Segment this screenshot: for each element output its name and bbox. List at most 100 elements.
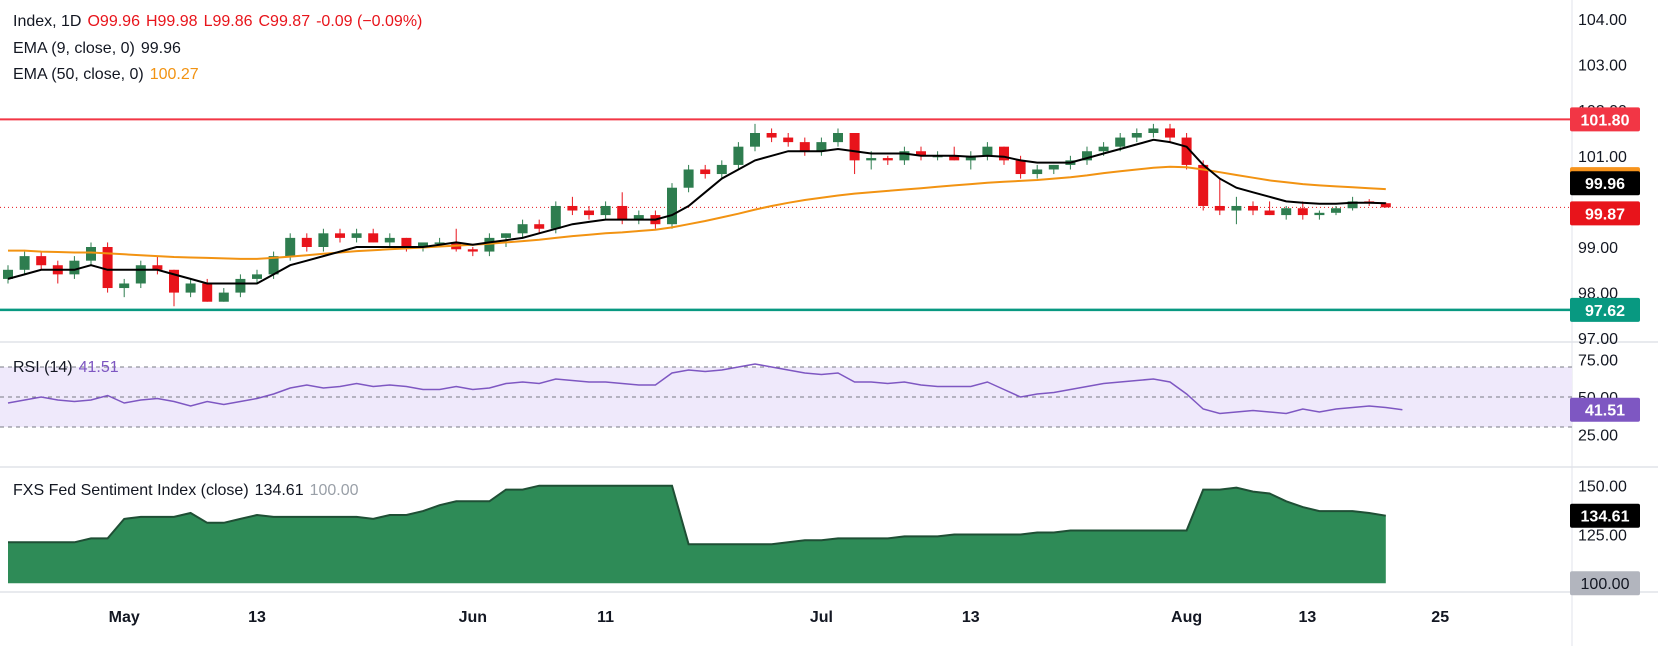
legend-rsi-label: RSI (14) (13, 359, 73, 376)
candle-body (268, 256, 279, 275)
candle-body (218, 292, 229, 302)
legend-ema9: EMA (9, close, 0) 99.96 (13, 39, 187, 59)
candle-body (119, 283, 130, 289)
rsi-pane[interactable] (0, 363, 1572, 428)
candle-body (750, 133, 760, 147)
x-tick-label: 13 (248, 609, 266, 626)
legend-rsi: RSI (14) 41.51 (13, 358, 125, 378)
legend-ema9-label: EMA (9, close, 0) (13, 40, 135, 57)
rsi-tick-label: 25.00 (1578, 428, 1618, 445)
candle-body (1380, 203, 1391, 208)
x-tick-label: 13 (962, 609, 980, 626)
candle-body (1264, 210, 1275, 216)
candle-body (799, 142, 810, 152)
candle-body (1131, 133, 1142, 138)
candle-body (1148, 128, 1159, 133)
last-price-tag-bg (1570, 201, 1640, 226)
candle-body (252, 274, 262, 279)
candle-body (69, 260, 80, 275)
candle-body (1214, 205, 1225, 211)
candle-body (617, 205, 628, 220)
price-tick-label: 99.00 (1578, 240, 1618, 257)
ema50-line (8, 165, 1386, 260)
candle-body (567, 205, 578, 211)
candle-body (1314, 212, 1325, 216)
candle-body (517, 224, 528, 234)
ema9-tag: 99.96 (1585, 176, 1625, 193)
candle-body (86, 247, 96, 261)
legend-ema50-value: 100.27 (149, 66, 199, 83)
candle-body (1297, 208, 1308, 216)
candle-body (301, 237, 312, 247)
candle-body (849, 133, 860, 161)
candle-body (335, 233, 345, 238)
price-tick-label: 101.00 (1578, 149, 1627, 166)
fxs-tag-bg (1570, 503, 1640, 528)
candle-body (584, 210, 594, 216)
candle-body (169, 269, 179, 293)
candle-body (733, 146, 744, 165)
x-tick-label: Aug (1171, 609, 1202, 626)
candle-body (1082, 151, 1092, 161)
candle-body (1181, 137, 1192, 165)
resistance-tag: 101.80 (1581, 112, 1630, 129)
price-tick-label: 104.00 (1578, 12, 1627, 29)
candle-body (384, 237, 395, 243)
candle-body (1115, 137, 1126, 147)
candle-body (235, 278, 246, 293)
x-tick-label: 13 (1299, 609, 1317, 626)
candle-body (467, 249, 478, 252)
candle-body (683, 169, 694, 188)
candle-body (152, 265, 163, 270)
x-tick-label: May (109, 609, 140, 626)
candle-body (916, 151, 926, 156)
fxs-tag: 134.61 (1581, 509, 1630, 526)
candle-body (999, 146, 1009, 161)
candle-body (1347, 201, 1358, 209)
candle-body (1015, 160, 1026, 175)
candle-body (418, 242, 428, 247)
candle-body (19, 256, 30, 270)
candle-body (949, 155, 960, 161)
legend-fxs-base: 100.00 (309, 482, 359, 499)
rsi-tag-bg (1570, 397, 1640, 422)
candle-body (185, 283, 196, 293)
candle-body (351, 233, 362, 238)
fxs-base-tag-bg (1570, 571, 1640, 596)
x-tick-label: Jul (810, 609, 833, 626)
candle-body (882, 158, 893, 161)
rsi-tag: 41.51 (1585, 403, 1625, 420)
candle-body (1281, 208, 1292, 216)
price-pane[interactable] (0, 118, 1572, 312)
ema9-line (7, 138, 1386, 285)
candle-body (667, 187, 677, 225)
candle-body (501, 233, 511, 238)
candle-body (534, 224, 545, 229)
fxs-base-tag: 100.00 (1581, 576, 1630, 593)
candle-body (3, 269, 13, 279)
fxs-pane[interactable] (8, 484, 1386, 584)
candle-body (135, 265, 146, 284)
candle-body (434, 242, 445, 244)
legend-fxs-label: FXS Fed Sentiment Index (close) (13, 482, 249, 499)
fxs-area (8, 485, 1386, 584)
candle-body (716, 164, 727, 175)
candle-body (1231, 205, 1242, 211)
legend-fxs-value: 134.61 (254, 482, 304, 499)
fxs-line (8, 484, 1386, 546)
candle-body (1198, 164, 1209, 206)
price-tick-label: 97.00 (1578, 331, 1618, 348)
candle-body (833, 133, 843, 143)
last-price-tag: 99.87 (1585, 206, 1625, 223)
candle-body (1098, 146, 1109, 152)
candle-body (1165, 128, 1175, 138)
x-tick-label: 11 (597, 609, 614, 626)
candle-body (633, 215, 644, 220)
legend-low: L99.86 (203, 13, 253, 30)
legend-symbol: Index, 1D (13, 13, 82, 30)
candle-body (600, 205, 611, 216)
support-tag-bg (1570, 297, 1640, 322)
legend-high: H99.98 (145, 13, 198, 30)
candle-body (285, 237, 296, 257)
